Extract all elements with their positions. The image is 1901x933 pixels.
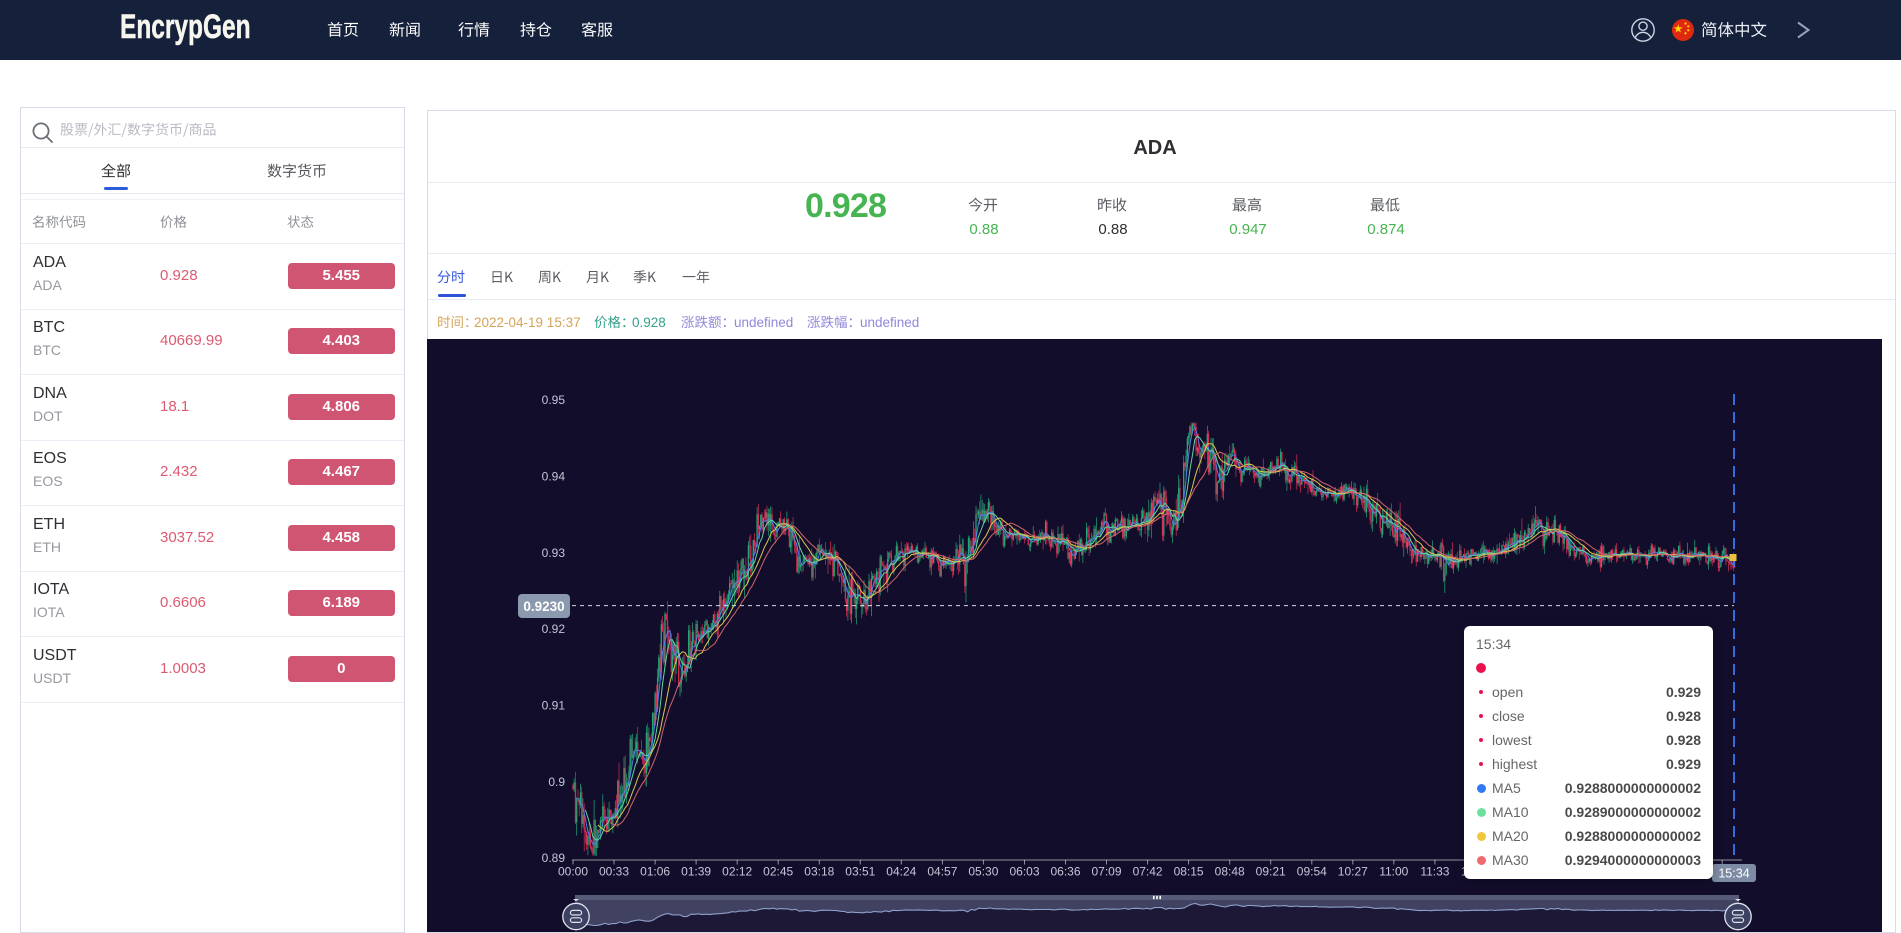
- svg-text:03:51: 03:51: [845, 865, 875, 879]
- svg-text:11:00: 11:00: [1379, 865, 1408, 879]
- svg-text:04:24: 04:24: [886, 865, 916, 879]
- svg-text:11:33: 11:33: [1420, 865, 1449, 879]
- svg-text:04:57: 04:57: [927, 865, 957, 879]
- svg-text:0.9230: 0.9230: [523, 599, 564, 614]
- svg-text:00:33: 00:33: [599, 865, 629, 879]
- svg-text:07:42: 07:42: [1133, 865, 1163, 879]
- svg-text:0.93: 0.93: [542, 546, 566, 560]
- svg-text:02:45: 02:45: [763, 865, 793, 879]
- svg-text:08:48: 08:48: [1215, 865, 1245, 879]
- svg-text:0.95: 0.95: [542, 393, 566, 407]
- svg-text:06:36: 06:36: [1050, 865, 1080, 879]
- svg-text:01:06: 01:06: [640, 865, 670, 879]
- svg-text:09:21: 09:21: [1256, 865, 1286, 879]
- svg-text:03:18: 03:18: [804, 865, 834, 879]
- svg-text:09:54: 09:54: [1297, 865, 1327, 879]
- svg-text:07:09: 07:09: [1091, 865, 1121, 879]
- svg-text:06:03: 06:03: [1009, 865, 1039, 879]
- svg-text:0.91: 0.91: [542, 699, 566, 713]
- svg-text:05:30: 05:30: [968, 865, 998, 879]
- svg-text:0.92: 0.92: [542, 622, 566, 636]
- svg-text:0.89: 0.89: [542, 851, 566, 865]
- svg-text:02:12: 02:12: [722, 865, 752, 879]
- svg-text:08:15: 08:15: [1174, 865, 1204, 879]
- svg-text:0.9: 0.9: [548, 775, 565, 789]
- svg-text:00:00: 00:00: [558, 865, 588, 879]
- svg-text:0.94: 0.94: [542, 470, 566, 484]
- svg-text:10:27: 10:27: [1338, 865, 1368, 879]
- svg-text:15:34: 15:34: [1718, 867, 1749, 881]
- svg-text:01:39: 01:39: [681, 865, 711, 879]
